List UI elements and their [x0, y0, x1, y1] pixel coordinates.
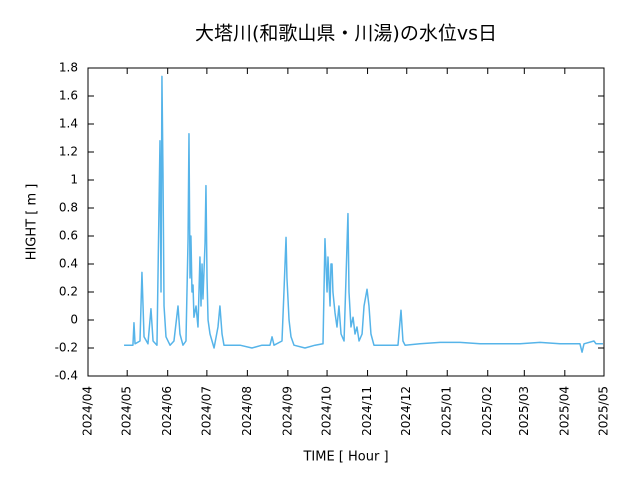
y-tick-label: 0.4 [59, 257, 78, 271]
y-tick-label: -0.4 [55, 369, 78, 383]
x-axis-label: TIME [ Hour ] [302, 450, 388, 465]
y-tick-label: 1.8 [59, 61, 78, 75]
y-tick-label: 0 [70, 313, 78, 327]
y-tick-label: 0.6 [59, 229, 78, 243]
y-tick-label: 0.2 [59, 285, 78, 299]
x-tick-label: 2025/04 [557, 386, 571, 436]
y-tick-label: 0.8 [59, 201, 78, 215]
y-axis-label: HIGHT [ m ] [25, 184, 40, 261]
y-tick-label: -0.2 [55, 341, 78, 355]
x-tick-label: 2024/04 [81, 386, 95, 436]
x-tick-label: 2024/08 [240, 386, 254, 436]
x-tick-label: 2025/05 [597, 386, 611, 436]
y-tick-label: 1.2 [59, 145, 78, 159]
x-tick-label: 2024/09 [280, 386, 294, 436]
x-tick-label: 2024/10 [320, 386, 334, 436]
x-tick-label: 2024/12 [399, 386, 413, 436]
y-tick-label: 1 [70, 173, 78, 187]
x-tick-label: 2024/07 [199, 386, 213, 436]
plot-border [87, 67, 605, 377]
x-tick-label: 2024/06 [160, 386, 174, 436]
x-tick-label: 2025/03 [517, 386, 531, 436]
y-tick-label: 1.6 [59, 89, 78, 103]
x-tick-label: 2025/02 [480, 386, 494, 436]
chart-title: 大塔川(和歌山県・川湯)の水位vs日 [195, 23, 497, 45]
x-tick-label: 2025/01 [440, 386, 454, 436]
x-tick-label: 2024/11 [360, 386, 374, 436]
y-tick-label: 1.4 [59, 117, 78, 131]
data-line [124, 75, 603, 353]
x-tick-label: 2024/05 [120, 386, 134, 436]
